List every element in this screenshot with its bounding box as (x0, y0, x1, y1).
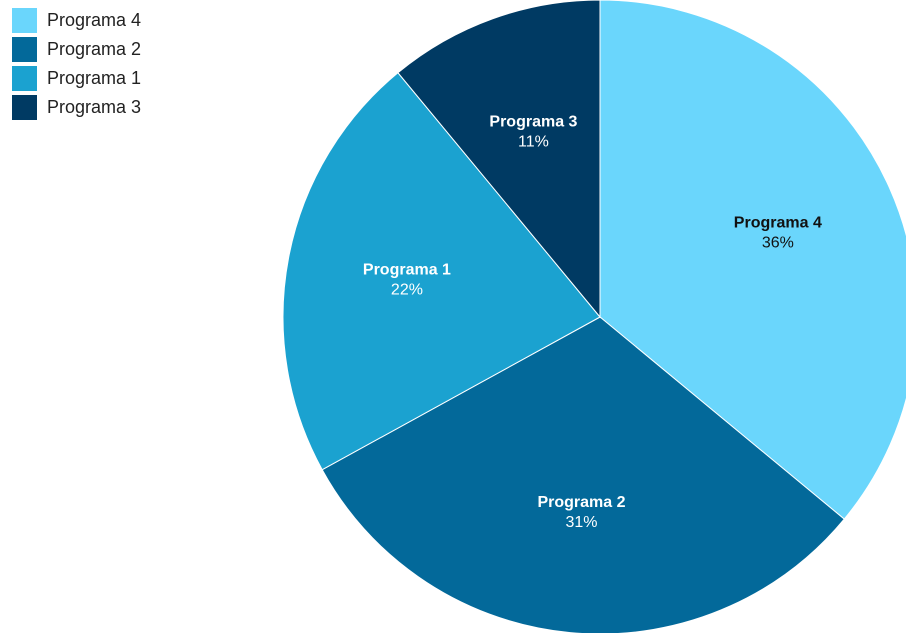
slice-label-value: 31% (565, 514, 597, 531)
slice-label-name: Programa 1 (363, 261, 451, 278)
slice-label-value: 11% (518, 133, 549, 150)
pie-slice (282, 72, 601, 471)
slice-label-value: 22% (391, 281, 423, 298)
slice-label-name: Programa 3 (489, 113, 577, 130)
legend-swatch (12, 66, 37, 91)
slice-label-name: Programa 4 (734, 215, 822, 232)
pie-slice (397, 0, 601, 319)
legend-label: Programa 2 (47, 39, 141, 59)
legend-label: Programa 1 (47, 68, 141, 88)
legend-label: Programa 3 (47, 97, 141, 117)
legend-swatch (12, 95, 37, 120)
pie-slice (599, 0, 906, 520)
legend-swatch (12, 8, 37, 33)
slice-label-name: Programa 2 (537, 494, 625, 511)
legend-swatch (12, 37, 37, 62)
slice-label-value: 36% (762, 235, 794, 252)
legend-label: Programa 4 (47, 10, 141, 30)
